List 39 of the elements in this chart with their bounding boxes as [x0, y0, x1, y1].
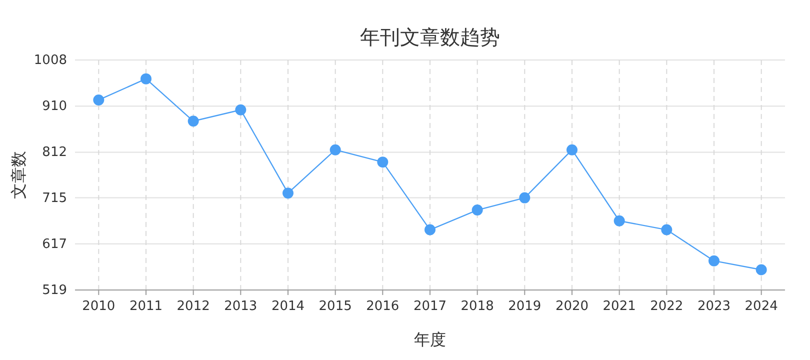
- x-tick-label: 2013: [224, 299, 258, 314]
- point: [756, 264, 767, 276]
- x-tick-label: 2021: [602, 299, 636, 314]
- x-tick-label: 2019: [508, 299, 542, 314]
- point: [93, 94, 104, 106]
- x-tick-label: 2017: [413, 299, 447, 314]
- y-axis-title: 文章数: [9, 151, 28, 199]
- x-tick-label: 2022: [650, 299, 684, 314]
- point: [188, 116, 199, 127]
- x-axis-title: 年度: [414, 330, 446, 349]
- x-tick-label: 2016: [366, 299, 400, 314]
- point: [661, 224, 672, 236]
- point: [472, 204, 483, 216]
- point: [377, 156, 388, 168]
- x-tick-label: 2015: [318, 299, 352, 314]
- point: [424, 224, 436, 236]
- point: [282, 188, 294, 199]
- point: [519, 192, 530, 204]
- x-tick-label: 2023: [697, 299, 731, 314]
- x-tick-label: 2010: [82, 299, 116, 314]
- chart-title: 年刊文章数趋势: [360, 25, 500, 49]
- y-tick-label: 715: [42, 190, 67, 206]
- y-tick-label: 617: [42, 236, 67, 252]
- point: [708, 255, 720, 266]
- x-tick-label: 2020: [555, 299, 589, 314]
- point: [566, 144, 578, 156]
- x-tick-label: 2018: [460, 299, 494, 314]
- point: [235, 104, 246, 116]
- point: [140, 73, 152, 84]
- x-tick-label: 2012: [176, 299, 210, 314]
- y-tick-label: 1008: [34, 53, 67, 68]
- point: [330, 144, 341, 156]
- y-tick-label: 519: [42, 283, 67, 298]
- y-tick-label: 910: [42, 99, 67, 114]
- y-tick-label: 812: [42, 145, 67, 160]
- x-tick-label: 2014: [271, 299, 305, 314]
- x-tick-label: 2024: [744, 299, 778, 314]
- point: [614, 215, 625, 226]
- x-tick-label: 2011: [129, 299, 163, 314]
